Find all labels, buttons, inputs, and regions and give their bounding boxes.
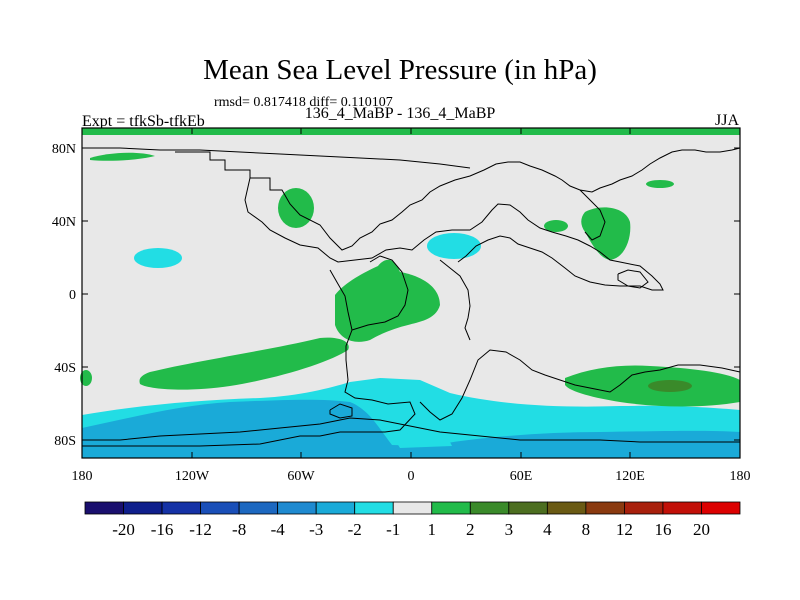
arctic-east-green-cell bbox=[646, 180, 674, 188]
coastline-northern-continent bbox=[175, 147, 741, 251]
colorbar-label: -4 bbox=[271, 520, 286, 539]
asia-cyan-cell bbox=[427, 233, 481, 259]
lat-label-0: 0 bbox=[69, 288, 76, 303]
coastline-small-island-a bbox=[617, 269, 649, 289]
colorbar-swatch bbox=[161, 501, 201, 515]
latitude-axis: 80N 40N 0 40S 80S bbox=[52, 142, 740, 449]
west-edge-green-cell bbox=[80, 370, 92, 386]
lon-label-120w: 120W bbox=[175, 469, 210, 484]
southern-ocean-cyan-inner bbox=[395, 428, 452, 448]
southern-ocean-blue-band bbox=[82, 399, 740, 458]
lat-label-40s: 40S bbox=[54, 361, 76, 376]
colorbar-swatch bbox=[701, 501, 741, 515]
colorbar-swatch bbox=[662, 501, 702, 515]
colorbar-label: -1 bbox=[386, 520, 400, 539]
colorbar-swatch bbox=[123, 501, 163, 515]
coastline-southern-continent-east bbox=[419, 349, 741, 421]
colorbar-swatch bbox=[277, 501, 317, 515]
colorbar-swatch bbox=[469, 501, 510, 515]
colorbar-swatch bbox=[585, 501, 625, 515]
map-panel bbox=[80, 127, 741, 459]
colorbar-label: 1 bbox=[428, 520, 437, 539]
colorbar-swatch bbox=[238, 501, 279, 515]
coastline-small-island-b bbox=[329, 403, 353, 419]
period-label: 136_4_MaBP - 136_4_MaBP bbox=[304, 105, 496, 122]
colorbar-swatch bbox=[84, 501, 124, 515]
experiment-label: Expt = tfkSb-tfkEb bbox=[82, 113, 205, 130]
colorbar-swatch bbox=[315, 501, 356, 515]
colorbar-label: 12 bbox=[616, 520, 633, 539]
coastlines bbox=[82, 147, 741, 447]
lon-label-180e: 180 bbox=[730, 469, 751, 484]
colorbar-label: 16 bbox=[654, 520, 671, 539]
coastline-southern-interior bbox=[351, 255, 409, 331]
longitude-axis: 180 120W 60W 0 60E 120E 180 bbox=[72, 128, 751, 484]
north-atlantic-green-cell bbox=[278, 188, 314, 228]
lon-label-0: 0 bbox=[408, 469, 415, 484]
colorbar-label: -16 bbox=[151, 520, 174, 539]
colorbar-label: 2 bbox=[466, 520, 475, 539]
lon-label-60w: 60W bbox=[287, 469, 315, 484]
lat-label-80n: 80N bbox=[52, 142, 76, 157]
colorbar-swatch bbox=[508, 501, 548, 515]
colorbar-label: 20 bbox=[693, 520, 710, 539]
colorbar-swatches bbox=[84, 501, 741, 515]
africa-green-anomaly bbox=[335, 259, 440, 342]
colorbar-swatch bbox=[431, 501, 471, 515]
lat-label-80s: 80S bbox=[54, 434, 76, 449]
colorbar-label: -20 bbox=[112, 520, 135, 539]
lon-label-180w: 180 bbox=[72, 469, 93, 484]
lat-label-40n: 40N bbox=[52, 215, 76, 230]
coastline-southern-continent bbox=[82, 269, 416, 447]
colorbar-label: 4 bbox=[543, 520, 552, 539]
season-label: JJA bbox=[714, 112, 739, 129]
lon-label-120e: 120E bbox=[615, 469, 645, 484]
coastline-africa-east bbox=[439, 259, 471, 341]
colorbar-label: -3 bbox=[309, 520, 323, 539]
southeast-strong-core bbox=[648, 380, 692, 392]
colorbar-swatch bbox=[624, 501, 664, 515]
coastline-antarctic bbox=[82, 417, 740, 443]
lon-label-60e: 60E bbox=[510, 469, 533, 484]
colorbar-label: -12 bbox=[189, 520, 212, 539]
arctic-green-strip bbox=[90, 152, 155, 161]
colorbar-label: -2 bbox=[348, 520, 362, 539]
asia-small-green-cell bbox=[544, 220, 568, 232]
coastline-arctic-north bbox=[82, 147, 471, 169]
colorbar-label: 8 bbox=[582, 520, 591, 539]
map-title: Mean Sea Level Pressure (in hPa) bbox=[203, 54, 597, 86]
pacific-cyan-cell bbox=[134, 248, 182, 268]
east-asia-green-cell bbox=[581, 207, 631, 260]
colorbar-swatch bbox=[546, 501, 587, 515]
rmsd-diff-stats: rmsd= 0.817418 diff= 0.110107 bbox=[214, 95, 393, 110]
colorbar-label: 3 bbox=[505, 520, 514, 539]
colorbar-labels: -20 -16 -12 -8 -4 -3 -2 -1 1 2 3 4 8 12 16 20 bbox=[112, 520, 710, 539]
colorbar: -20 -16 -12 -8 -4 -3 -2 -1 1 2 3 4 8 12 16 20 bbox=[84, 501, 741, 539]
colorbar-swatch bbox=[200, 501, 240, 515]
south-pacific-green-tongue bbox=[139, 337, 349, 390]
colorbar-label: -8 bbox=[232, 520, 246, 539]
colorbar-swatch bbox=[392, 501, 433, 515]
coastline-northern-continent-south bbox=[244, 177, 664, 291]
coastline-asia-island bbox=[579, 189, 606, 241]
colorbar-swatch bbox=[354, 501, 394, 515]
